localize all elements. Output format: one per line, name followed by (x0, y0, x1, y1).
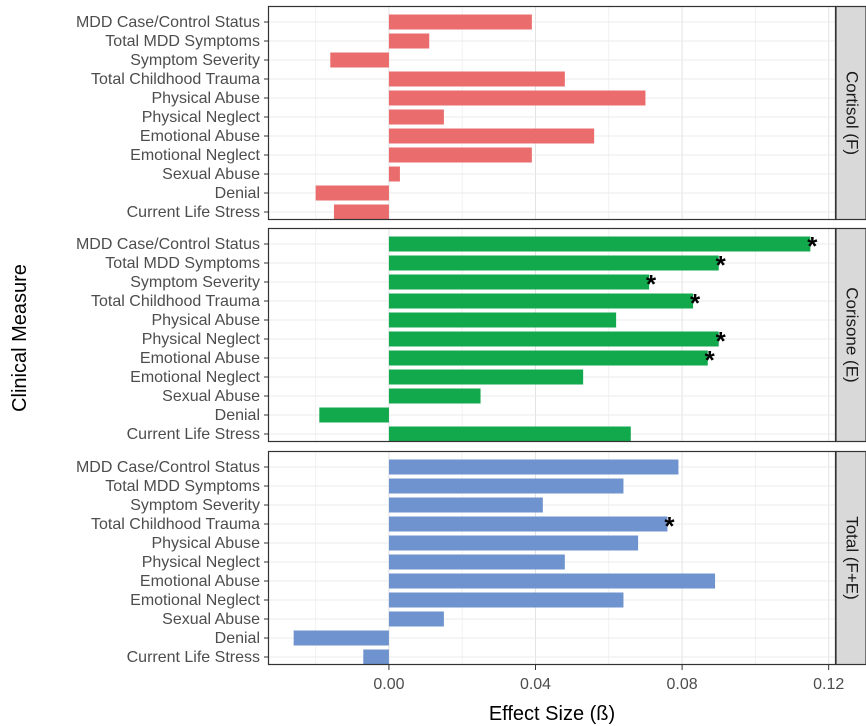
y-tick-label: MDD Case/Control Status (76, 459, 260, 476)
bar-0-6 (388, 128, 595, 144)
y-tick-label: Sexual Abuse (162, 388, 260, 405)
significance-marker: * (690, 288, 701, 318)
bar-2-5 (388, 554, 565, 570)
bar-0-9 (315, 185, 389, 201)
bar-1-10 (388, 426, 631, 442)
bar-2-2 (388, 497, 543, 513)
y-tick-label: Symptom Severity (130, 52, 260, 69)
bar-1-8 (388, 388, 481, 404)
facet-strip-label: Total (F+E) (843, 516, 862, 600)
y-tick-label: Physical Neglect (142, 554, 261, 571)
y-tick-label: Total MDD Symptoms (105, 255, 260, 272)
bar-2-7 (388, 592, 624, 608)
y-tick-label: Denial (215, 407, 260, 424)
significance-marker: * (646, 269, 657, 299)
bar-0-8 (388, 166, 400, 182)
y-tick-label: Total Childhood Trauma (91, 71, 260, 88)
y-tick-label: Denial (215, 630, 260, 647)
facet-strip-label: Cortisol (F) (843, 71, 862, 155)
bar-1-4 (388, 312, 617, 328)
significance-marker: * (716, 326, 727, 356)
bar-0-0 (388, 14, 532, 30)
y-tick-label: Current Life Stress (127, 649, 260, 666)
y-tick-label: Emotional Abuse (140, 350, 260, 367)
facet-strip (835, 227, 866, 443)
x-tick-label: 0.04 (520, 676, 551, 693)
bar-1-9 (319, 407, 389, 423)
panels: MDD Case/Control Status Total MDD Symptom… (76, 5, 866, 693)
y-tick-label: Total MDD Symptoms (105, 33, 260, 50)
y-tick-label: Physical Neglect (142, 331, 261, 348)
y-tick-label: Symptom Severity (130, 497, 260, 514)
facet-strip (835, 450, 866, 666)
bar-0-7 (388, 147, 532, 163)
bar-0-1 (388, 33, 430, 49)
bar-1-5 (388, 331, 719, 347)
bar-1-0 (388, 236, 811, 252)
y-tick-label: Physical Abuse (151, 535, 260, 552)
y-tick-label: MDD Case/Control Status (76, 14, 260, 31)
y-tick-label: Denial (215, 185, 260, 202)
bar-0-10 (333, 204, 389, 220)
y-tick-label: Emotional Abuse (140, 573, 260, 590)
bar-0-5 (388, 109, 444, 125)
bar-2-3 (388, 516, 668, 532)
x-tick-label: 0.12 (813, 676, 844, 693)
x-tick-label: 0.08 (667, 676, 698, 693)
bar-2-8 (388, 611, 444, 627)
bar-0-4 (388, 90, 646, 106)
y-tick-label: Emotional Neglect (130, 369, 260, 386)
bar-1-2 (388, 274, 650, 290)
y-tick-label: MDD Case/Control Status (76, 236, 260, 253)
bar-1-7 (388, 369, 584, 385)
y-tick-label: Sexual Abuse (162, 611, 260, 628)
y-tick-label: Total Childhood Trauma (91, 293, 260, 310)
x-tick-label: 0.00 (373, 676, 404, 693)
y-tick-label: Emotional Abuse (140, 128, 260, 145)
bar-2-9 (293, 630, 389, 646)
y-tick-label: Total Childhood Trauma (91, 516, 260, 533)
bar-0-3 (388, 71, 565, 87)
y-tick-label: Total MDD Symptoms (105, 478, 260, 495)
bar-2-10 (363, 649, 389, 665)
y-tick-label: Current Life Stress (127, 204, 260, 221)
y-tick-label: Current Life Stress (127, 426, 260, 443)
x-axis-title: Effect Size (ß) (489, 703, 615, 725)
facet-strip (835, 5, 866, 221)
bar-2-1 (388, 478, 624, 494)
y-tick-label: Emotional Neglect (130, 147, 260, 164)
y-tick-label: Physical Neglect (142, 109, 261, 126)
y-tick-label: Physical Abuse (151, 90, 260, 107)
panel-background (268, 6, 836, 220)
y-tick-label: Emotional Neglect (130, 592, 260, 609)
y-tick-label: Sexual Abuse (162, 166, 260, 183)
bar-2-0 (388, 459, 679, 475)
y-tick-label: Physical Abuse (151, 312, 260, 329)
bar-2-4 (388, 535, 639, 551)
facet-strip-label: Corisone (E) (843, 287, 862, 382)
significance-marker: * (705, 345, 716, 375)
bar-2-6 (388, 573, 716, 589)
bar-1-3 (388, 293, 694, 309)
significance-marker: * (807, 231, 818, 261)
bar-1-1 (388, 255, 719, 271)
bar-0-2 (330, 52, 389, 68)
panel-2: * MDD Case/Control Status Total MDD Sympto… (76, 450, 866, 666)
y-axis-title: Clinical Measure (9, 264, 31, 412)
panel-0: MDD Case/Control Status Total MDD Symptom… (76, 5, 866, 221)
bar-1-6 (388, 350, 708, 366)
significance-marker: * (716, 250, 727, 280)
y-tick-label: Symptom Severity (130, 274, 260, 291)
significance-marker: * (664, 511, 675, 541)
